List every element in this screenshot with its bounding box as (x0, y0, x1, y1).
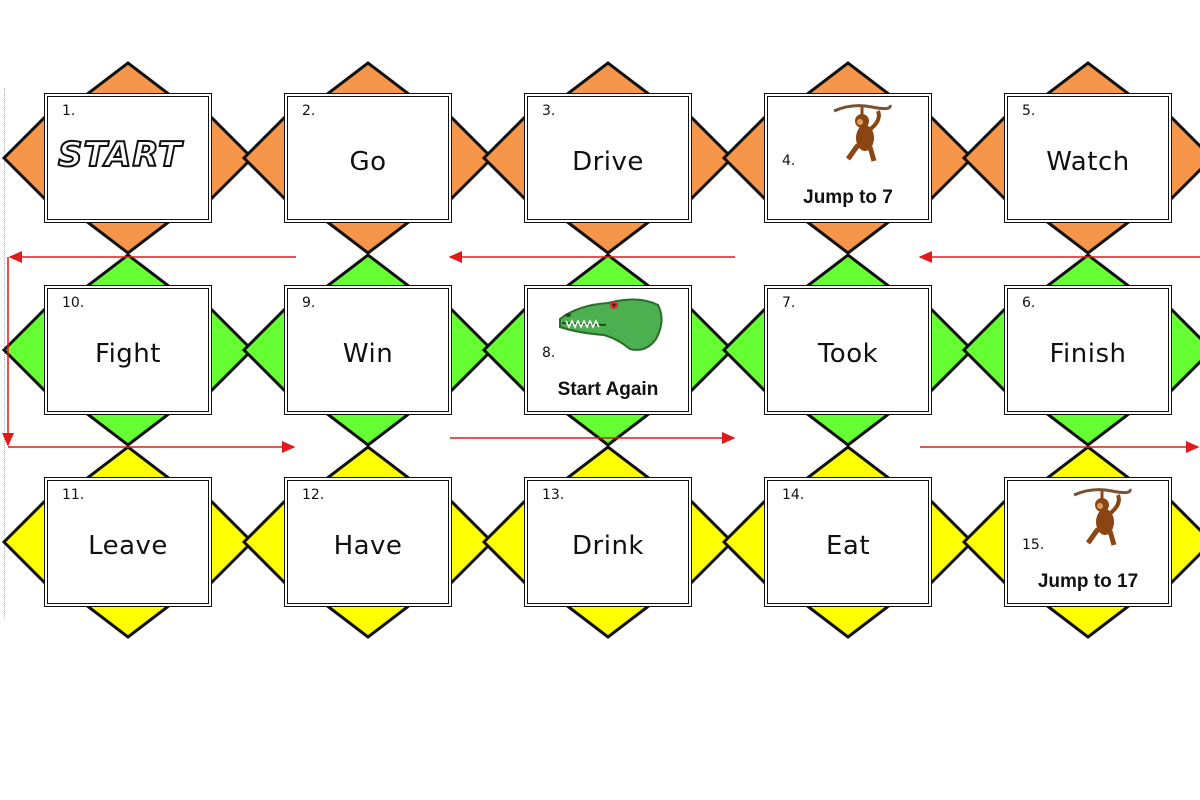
star-point (481, 496, 528, 588)
star-point (961, 304, 1008, 396)
square-word: Win (342, 339, 394, 369)
star-point (1041, 411, 1135, 447)
star-point (1168, 112, 1200, 204)
star-point (321, 61, 415, 97)
star-point (561, 411, 655, 447)
square-caption: Jump to 7 (803, 187, 893, 208)
star-point (241, 304, 288, 396)
star-point (1168, 496, 1200, 588)
star-point (81, 411, 175, 447)
star-point (721, 304, 768, 396)
square-number: 5. (1022, 103, 1036, 119)
star-point (81, 445, 175, 481)
square-2[interactable]: 2. Go (284, 93, 452, 223)
square-10[interactable]: 10. Fight (44, 285, 212, 415)
square-word: Go (349, 147, 387, 177)
star-point (1041, 603, 1135, 639)
square-9[interactable]: 9. Win (284, 285, 452, 415)
square-caption: Start Again (557, 379, 659, 400)
monkey-icon (1073, 488, 1132, 546)
star-point (321, 219, 415, 255)
square-11[interactable]: 11. Leave (44, 477, 212, 607)
square-6[interactable]: 6. Finish (1004, 285, 1172, 415)
star-point (481, 304, 528, 396)
star-point (561, 253, 655, 289)
star-point (721, 496, 768, 588)
star-point (321, 445, 415, 481)
square-number: 6. (1022, 295, 1036, 311)
square-number: 15. (1022, 537, 1045, 553)
square-caption: Jump to 17 (1037, 571, 1139, 592)
star-point (321, 603, 415, 639)
square-word: Eat (825, 531, 871, 561)
crocodile-icon (559, 298, 663, 351)
star-point (81, 61, 175, 97)
square-number: 3. (542, 103, 556, 119)
square-word: Fight (95, 339, 161, 369)
star-point (321, 411, 415, 447)
square-number: 9. (302, 295, 316, 311)
star-point (801, 219, 895, 255)
square-word: Have (333, 531, 403, 561)
square-number: 12. (302, 487, 325, 503)
square-word: Finish (1049, 339, 1127, 369)
star-point (961, 112, 1008, 204)
square-number: 10. (62, 295, 85, 311)
square-word: Took (817, 339, 879, 369)
star-point (1041, 445, 1135, 481)
square-3[interactable]: 3. Drive (524, 93, 692, 223)
square-4[interactable]: 4. Jump to 7 (764, 93, 932, 223)
star-point (1, 496, 48, 588)
star-point (801, 253, 895, 289)
star-point (81, 219, 175, 255)
square-number: 2. (302, 103, 316, 119)
square-5[interactable]: 5. Watch (1004, 93, 1172, 223)
monkey-icon (833, 104, 892, 162)
square-number: 11. (62, 487, 85, 503)
square-1[interactable]: 1. START (44, 93, 212, 223)
square-word: Leave (88, 531, 168, 561)
square-word: Drive (572, 147, 644, 177)
page-margin-line (4, 88, 5, 618)
star-point (1041, 219, 1135, 255)
square-word: Watch (1046, 147, 1130, 177)
star-point (81, 253, 175, 289)
square-13[interactable]: 13. Drink (524, 477, 692, 607)
start-logo: START (57, 134, 183, 176)
star-point (561, 603, 655, 639)
star-point (241, 496, 288, 588)
square-number: 1. (62, 103, 76, 119)
square-number: 8. (542, 345, 556, 361)
square-number: 13. (542, 487, 565, 503)
star-point (481, 112, 528, 204)
square-12[interactable]: 12. Have (284, 477, 452, 607)
star-point (1041, 61, 1135, 97)
square-14[interactable]: 14. Eat (764, 477, 932, 607)
star-point (801, 603, 895, 639)
star-point (801, 445, 895, 481)
square-word: Drink (572, 531, 644, 561)
star-point (561, 219, 655, 255)
square-number: 14. (782, 487, 805, 503)
star-point (561, 445, 655, 481)
square-8[interactable]: 8. Start Again (524, 285, 692, 415)
star-point (1, 304, 48, 396)
star-point (241, 112, 288, 204)
star-point (321, 253, 415, 289)
star-point (81, 603, 175, 639)
square-number: 4. (782, 153, 796, 169)
star-point (961, 496, 1008, 588)
star-point (1, 112, 48, 204)
star-point (801, 61, 895, 97)
square-7[interactable]: 7. Took (764, 285, 932, 415)
star-point (561, 61, 655, 97)
star-point (1168, 304, 1200, 396)
star-point (721, 112, 768, 204)
square-15[interactable]: 15. Jump to 17 (1004, 477, 1172, 607)
square-number: 7. (782, 295, 796, 311)
star-point (801, 411, 895, 447)
star-point (1041, 253, 1135, 289)
